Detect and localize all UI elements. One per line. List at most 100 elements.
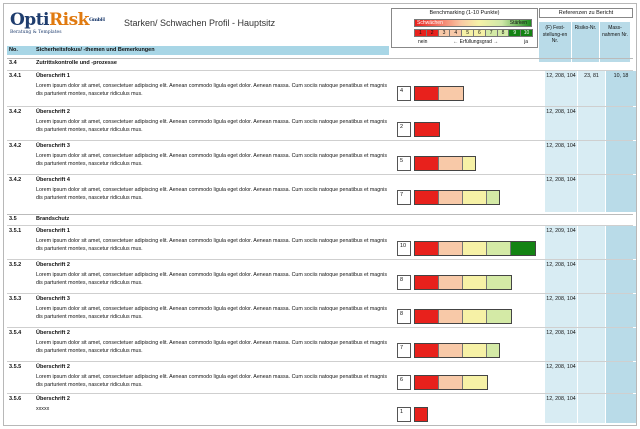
caption-left: nein [418,39,428,45]
score-bar-segment [463,310,487,323]
item-no: 3.4.2 [9,109,22,115]
score-bar-segment [463,242,487,255]
item-no: 3.5.3 [9,296,22,302]
ref-findings: 12, 208, 104 [545,362,577,393]
item-heading: Überschrift 1 [36,228,70,234]
ref-risk [578,141,605,174]
ref-risk [578,362,605,393]
score-bar-segment [487,276,511,289]
ref-risk: 23, 81 [578,71,605,106]
score-bar-segment [439,157,463,170]
score-value: 1 [397,407,411,422]
section-row: 3.4 Zutrittskontrolle und -prozesse [7,58,633,68]
item-heading: Überschrift 2 [36,262,70,268]
score-bar [414,241,536,256]
table-row: 3.5.4 Überschrift 2 Lorem ipsum dolor si… [7,327,636,361]
ref-risk [578,175,605,212]
ref-risk [578,226,605,259]
item-no: 3.5.4 [9,330,22,336]
score-bar-segment [487,242,511,255]
score-value: 5 [397,156,411,171]
item-text: Lorem ipsum dolor sit amet, consectetuer… [36,119,387,133]
score-bar-segment [415,408,427,421]
score-value: 4 [397,86,411,101]
logo-opti: Opti [10,10,50,30]
ref-measures [606,328,636,361]
caption-right: ja [524,39,528,45]
table-row: 3.5.3 Überschrift 3 Lorem ipsum dolor si… [7,293,636,327]
table-row: 3.4.2 Überschrift 4 Lorem ipsum dolor si… [7,174,636,212]
item-heading: Überschrift 4 [36,177,70,183]
item-text: Lorem ipsum dolor sit amet, consectetuer… [36,306,387,320]
section-title: Brandschutz [36,216,70,222]
item-text: Lorem ipsum dolor sit amet, consectetuer… [36,374,387,388]
ref-measures [606,141,636,174]
score-bar-segment [487,191,499,204]
item-text: Lorem ipsum dolor sit amet, consectetuer… [36,238,387,252]
ref-risk [578,294,605,327]
table-row: 3.4.2 Überschrift 2 Lorem ipsum dolor si… [7,106,636,140]
score-value: 6 [397,375,411,390]
score-bar-segment [463,191,487,204]
item-heading: Überschrift 2 [36,364,70,370]
item-no: 3.4.2 [9,143,22,149]
ref-risk [578,107,605,140]
section-title: Zutrittskontrolle und -prozesse [36,60,117,66]
score-bar-segment [463,276,487,289]
item-text: Lorem ipsum dolor sit amet, consectetuer… [36,153,387,167]
ref-measures [606,394,636,423]
ref-measures: 10, 18 [606,71,636,106]
logo-tagline: Beratung & Templates [10,30,62,35]
scale-high-label: Stärken [509,20,527,26]
ref-col-risk: Risiko-Nr. [572,22,599,62]
score-bar [414,190,500,205]
item-heading: Überschrift 3 [36,296,70,302]
item-no: 3.4.2 [9,177,22,183]
item-heading: Überschrift 3 [36,143,70,149]
score-bar-segment [415,344,439,357]
item-text: Lorem ipsum dolor sit amet, consectetuer… [36,83,387,97]
item-no: 3.5.6 [9,396,22,402]
references-title: Referenzen zu Bericht [539,8,633,18]
score-bar-segment [463,344,487,357]
header-topic: Sicherheitsfokus/ -themen und Bemerkunge… [36,47,155,53]
ref-findings: 12, 208, 104 [545,175,577,212]
ref-findings: 12, 208, 104 [545,328,577,361]
score-value: 8 [397,309,411,324]
benchmark-legend: Benchmarking (1-10 Punkte) Schwächen Stä… [391,8,538,48]
logo-suffix: GmbH [88,17,105,23]
item-no: 3.5.5 [9,364,22,370]
item-no: 3.5.2 [9,262,22,268]
score-bar-segment [439,310,463,323]
ref-measures [606,294,636,327]
ref-measures [606,175,636,212]
score-bar [414,309,512,324]
table-row: 3.5.5 Überschrift 2 Lorem ipsum dolor si… [7,361,636,393]
item-text: xxxxx [36,406,50,412]
score-bar [414,122,440,137]
document-page: OptiRiskGmbH Beratung & Templates Starke… [3,3,637,426]
section-row: 3.5 Brandschutz [7,214,633,224]
page-title: Starken/ Schwachen Profil - Hauptsitz [124,18,276,28]
ref-col-findings: (F) Fest-stellung-en Nr. [539,22,571,62]
item-heading: Überschrift 1 [36,73,70,79]
score-bar-segment [463,376,487,389]
ref-findings: 12, 208, 104 [545,294,577,327]
company-logo: OptiRiskGmbH Beratung & Templates [10,10,105,42]
item-text: Lorem ipsum dolor sit amet, consectetuer… [36,272,387,286]
score-bar-segment [415,276,439,289]
score-bar-segment [439,242,463,255]
score-value: 7 [397,343,411,358]
score-bar [414,156,476,171]
table-row: 3.5.6 Überschrift 2 xxxxx 1 12, 208, 104 [7,393,636,423]
score-bar-segment [439,87,463,100]
ref-findings: 12, 209, 104 [545,226,577,259]
score-bar-segment [439,276,463,289]
table-row: 3.5.1 Überschrift 1 Lorem ipsum dolor si… [7,225,636,259]
ref-measures [606,107,636,140]
section-no: 3.5 [9,216,17,222]
score-bar [414,275,512,290]
ref-findings: 12, 208, 104 [545,141,577,174]
ref-risk [578,260,605,293]
score-value: 8 [397,275,411,290]
